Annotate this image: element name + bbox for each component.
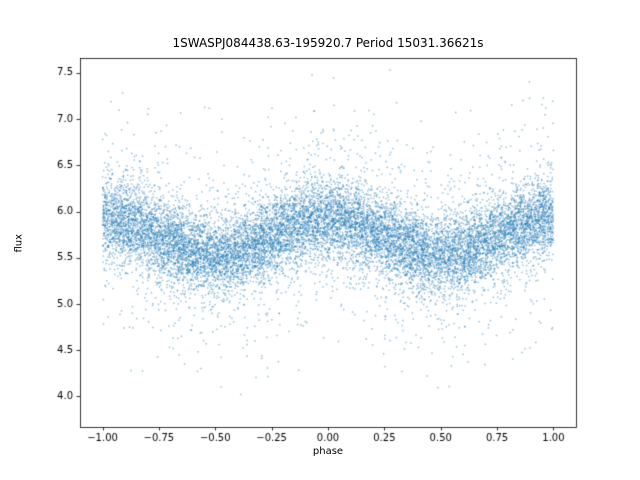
y-axis-label: flux	[13, 233, 25, 253]
chart-title: 1SWASPJ084438.63-195920.7 Period 15031.3…	[172, 36, 484, 50]
x-axis-label: phase	[312, 446, 344, 457]
